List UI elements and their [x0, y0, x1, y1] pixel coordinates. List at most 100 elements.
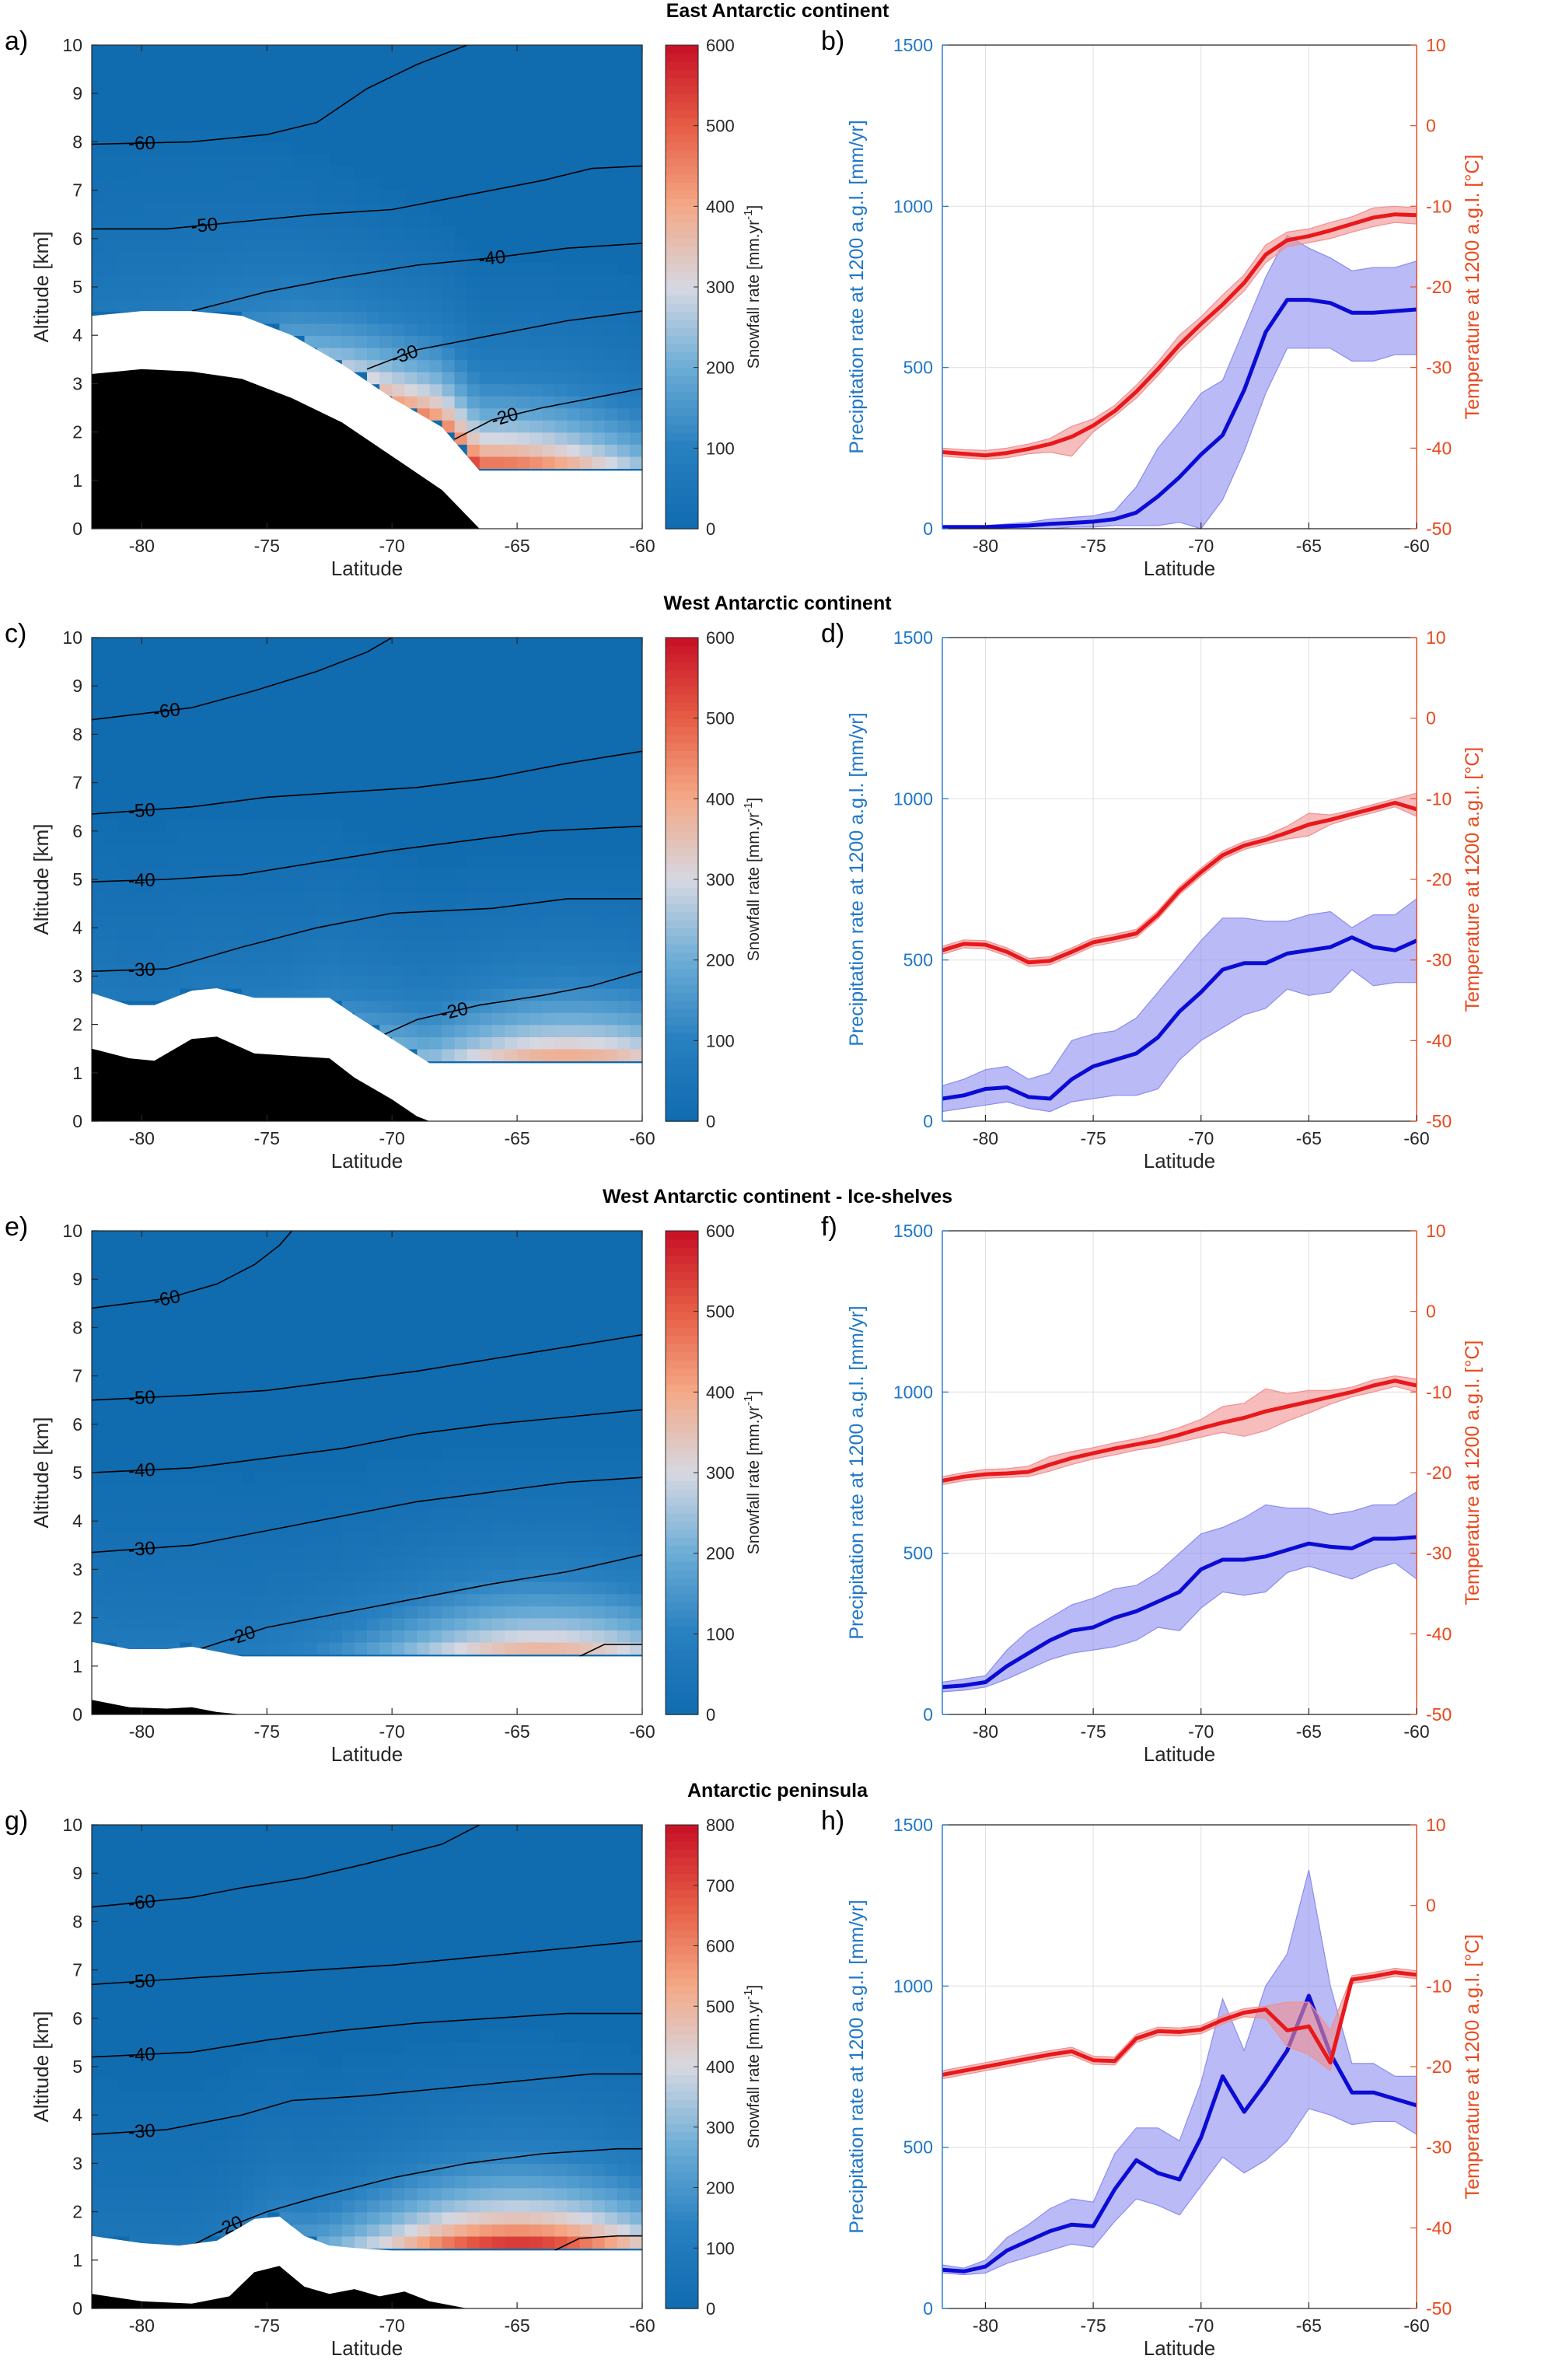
snowfall-cell [329, 1617, 343, 1630]
colorbar-swatch [666, 230, 698, 239]
y-tick-label: 4 [72, 917, 82, 938]
snowfall-cell [341, 1484, 355, 1498]
snowfall-cell [479, 1630, 493, 1643]
snowfall-cell [304, 287, 318, 300]
snowfall-cell [567, 2200, 581, 2213]
snowfall-cell [292, 250, 306, 264]
snowfall-cell [604, 1036, 618, 1050]
isotherm-line [92, 165, 642, 230]
snowfall-cell [429, 1521, 443, 1534]
x-tick-label: -70 [379, 1128, 405, 1148]
snowfall-cell [629, 2224, 642, 2237]
snowfall-cell [517, 854, 530, 868]
snowfall-cell [304, 2163, 318, 2176]
isotherm-label: -50 [190, 214, 218, 237]
snowfall-cell [379, 1545, 393, 1558]
snowfall-cell [242, 2127, 255, 2141]
snowfall-cell [404, 2224, 418, 2237]
snowfall-cell [179, 2115, 193, 2128]
snowfall-cell [129, 2200, 143, 2213]
colorbar-swatch [666, 1456, 698, 1466]
snowfall-cell [142, 867, 156, 880]
snowfall-cell [354, 2091, 368, 2104]
snowfall-cell [329, 903, 343, 917]
snowfall-cell [517, 1545, 530, 1558]
snowfall-cell [166, 153, 180, 167]
snowfall-cell [292, 1484, 306, 1498]
snowfall-cell [179, 2091, 193, 2104]
snowfall-cell [442, 1569, 456, 1582]
snowfall-cell [379, 854, 393, 868]
snowfall-cell [254, 274, 268, 288]
y-tick-label: 0 [72, 1704, 82, 1725]
snowfall-cell [491, 432, 505, 445]
snowfall-cell [442, 2224, 456, 2237]
snowfall-cell [292, 988, 306, 1001]
snowfall-cell [479, 1606, 493, 1619]
snowfall-cell [179, 214, 193, 228]
snowfall-cell [92, 2115, 105, 2128]
snowfall-cell [429, 915, 443, 928]
snowfall-cell [442, 1484, 456, 1498]
snowfall-cell [479, 1532, 493, 1546]
snowfall-cell [204, 299, 218, 312]
line-panel: b)-80 -75 -70 -65 -60050010001500-50-40-30-2… [821, 26, 1483, 580]
y-tick-label-right: -20 [1426, 2057, 1452, 2077]
snowfall-cell [505, 1581, 518, 1595]
y-axis-label-left: Precipitation rate at 1200 a.g.l. [mm/yr… [846, 120, 868, 453]
snowfall-cell [254, 952, 268, 965]
snowfall-cell [479, 2127, 493, 2141]
snowfall-cell [191, 1473, 205, 1486]
snowfall-cell [429, 1460, 443, 1473]
snowfall-cell [629, 456, 642, 469]
snowfall-cell [454, 891, 468, 904]
snowfall-cell [216, 1557, 230, 1571]
snowfall-cell [617, 456, 631, 469]
snowfall-cell [491, 1630, 505, 1643]
colorbar-swatch [666, 1000, 698, 1009]
snowfall-cell [329, 2151, 343, 2165]
snowfall-cell [216, 299, 230, 312]
snowfall-cell [117, 262, 131, 276]
colorbar-swatch [666, 1072, 698, 1082]
y-tick-label: 6 [72, 821, 82, 841]
snowfall-cell [542, 2187, 556, 2200]
snowfall-cell [466, 963, 480, 977]
colorbar-swatch [666, 206, 698, 215]
y-tick-label: 9 [72, 1269, 82, 1289]
snowfall-cell [529, 299, 543, 312]
snowfall-cell [166, 879, 180, 893]
snowfall-cell [316, 952, 330, 965]
snowfall-cell [491, 444, 505, 457]
colorbar-label-end: ] [745, 1985, 763, 1990]
snowfall-cell [429, 867, 443, 880]
snowfall-cell [104, 819, 117, 832]
snowfall-cell [542, 2042, 556, 2056]
snowfall-cell [242, 854, 255, 868]
snowfall-cell [417, 988, 431, 1001]
snowfall-cell [379, 963, 393, 977]
snowfall-cell [454, 928, 468, 941]
snowfall-cell [129, 1545, 143, 1558]
colorbar-swatch [666, 2139, 698, 2148]
snowfall-cell [267, 2102, 281, 2116]
snowfall-cell [92, 1557, 105, 1571]
snowfall-cell [579, 1484, 593, 1498]
snowfall-cell [292, 2175, 306, 2189]
snowfall-cell [242, 1581, 255, 1595]
snowfall-cell [216, 867, 230, 880]
snowfall-cell [617, 952, 631, 965]
snowfall-cell [129, 202, 143, 215]
snowfall-cell [341, 891, 355, 904]
snowfall-cell [179, 166, 193, 179]
snowfall-cell [216, 262, 230, 276]
snowfall-cell [179, 1581, 193, 1595]
colorbar-swatch [666, 61, 698, 70]
snowfall-cell [142, 1484, 156, 1498]
snowfall-cell [567, 1048, 581, 1061]
snowfall-cell [154, 2163, 168, 2176]
x-tick-label: -80 [129, 1721, 155, 1742]
snowfall-cell [417, 1557, 431, 1571]
snowfall-cell [329, 1581, 343, 1595]
snowfall-cell [579, 1048, 593, 1061]
